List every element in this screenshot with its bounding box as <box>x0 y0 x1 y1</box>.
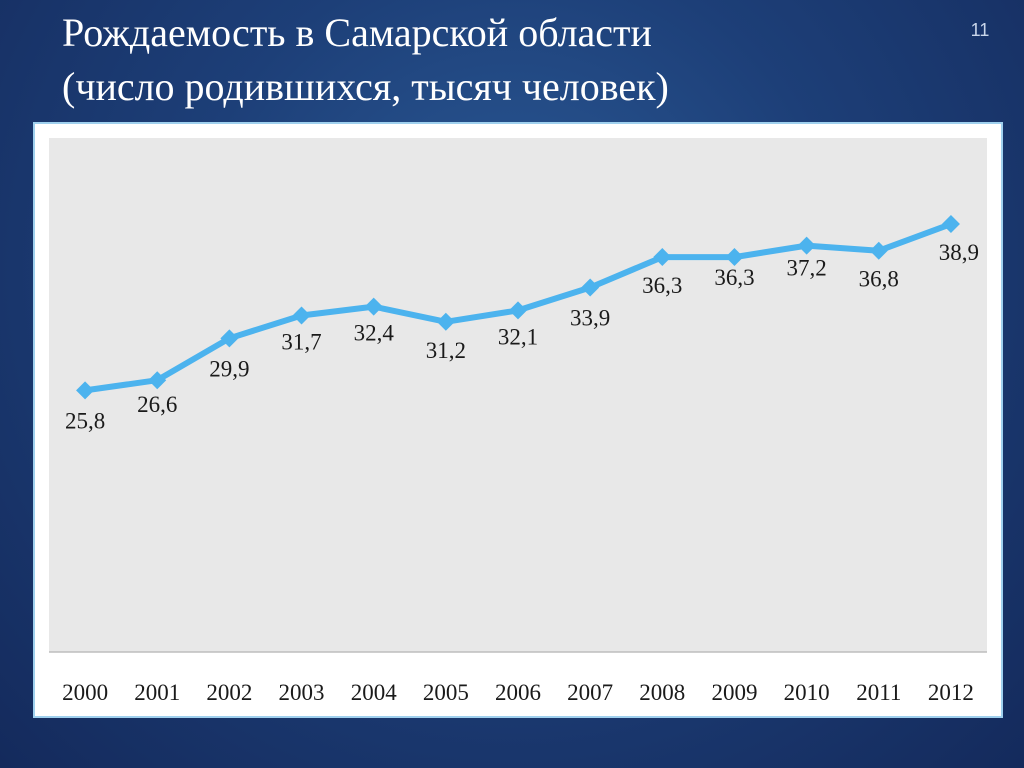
data-point-marker <box>581 278 600 297</box>
series-group <box>76 215 960 400</box>
data-point-marker <box>220 329 239 348</box>
x-axis-ticks-group: 2000 2001 2002 2003 2004 2005 2006 2007 2008 2009… <box>62 680 974 705</box>
data-point-marker <box>797 236 816 255</box>
slide-title-line-1: Рождаемость в Самарской области <box>62 10 652 55</box>
data-label: 36,3 <box>714 265 754 290</box>
data-point-marker <box>148 371 167 390</box>
x-tick-label: 2005 <box>423 680 469 705</box>
data-point-marker <box>76 381 95 400</box>
x-tick-label: 2002 <box>206 680 252 705</box>
x-tick-label: 2003 <box>279 680 325 705</box>
data-label: 38,9 <box>939 240 979 265</box>
data-label: 31,7 <box>281 329 321 354</box>
x-tick-label: 2006 <box>495 680 541 705</box>
data-point-marker <box>869 241 888 260</box>
x-tick-label: 2004 <box>351 680 398 705</box>
slide-title: Рождаемость в Самарской области (число р… <box>62 6 669 114</box>
data-point-marker <box>509 301 527 320</box>
x-tick-label: 2000 <box>62 680 108 705</box>
x-tick-label: 2010 <box>784 680 830 705</box>
slide-title-line-2: (число родившихся, тысяч человек) <box>62 64 669 109</box>
data-label: 36,8 <box>859 267 899 292</box>
x-tick-label: 2011 <box>856 680 901 705</box>
data-label: 26,6 <box>137 392 177 417</box>
data-label: 37,2 <box>786 256 826 281</box>
line-chart: 25,8 26,6 29,9 31,7 32,4 31,2 32,1 33,9 36,3 36,3… <box>49 138 987 705</box>
x-tick-label: 2008 <box>639 680 685 705</box>
data-label: 32,4 <box>354 321 395 346</box>
x-tick-label: 2001 <box>134 680 180 705</box>
data-point-marker <box>364 297 383 316</box>
slide-number: 11 <box>970 20 990 40</box>
data-point-marker <box>292 306 311 325</box>
x-tick-label: 2012 <box>928 680 974 705</box>
data-point-marker <box>653 248 672 267</box>
data-label: 31,2 <box>426 338 466 363</box>
x-tick-label: 2007 <box>567 680 613 705</box>
data-label: 25,8 <box>65 408 105 433</box>
data-point-marker <box>436 312 455 331</box>
data-label: 36,3 <box>642 273 682 298</box>
chart-frame: 25,8 26,6 29,9 31,7 32,4 31,2 32,1 33,9 36,3 36,3… <box>33 122 1003 718</box>
data-label: 29,9 <box>209 356 249 381</box>
data-point-marker <box>725 248 744 267</box>
data-label: 32,1 <box>498 324 538 349</box>
data-point-marker <box>941 215 960 234</box>
x-tick-label: 2009 <box>711 680 757 705</box>
data-labels-group: 25,8 26,6 29,9 31,7 32,4 31,2 32,1 33,9 36,3 36,3… <box>65 240 979 433</box>
data-label: 33,9 <box>570 306 610 331</box>
plot-area <box>49 138 987 652</box>
